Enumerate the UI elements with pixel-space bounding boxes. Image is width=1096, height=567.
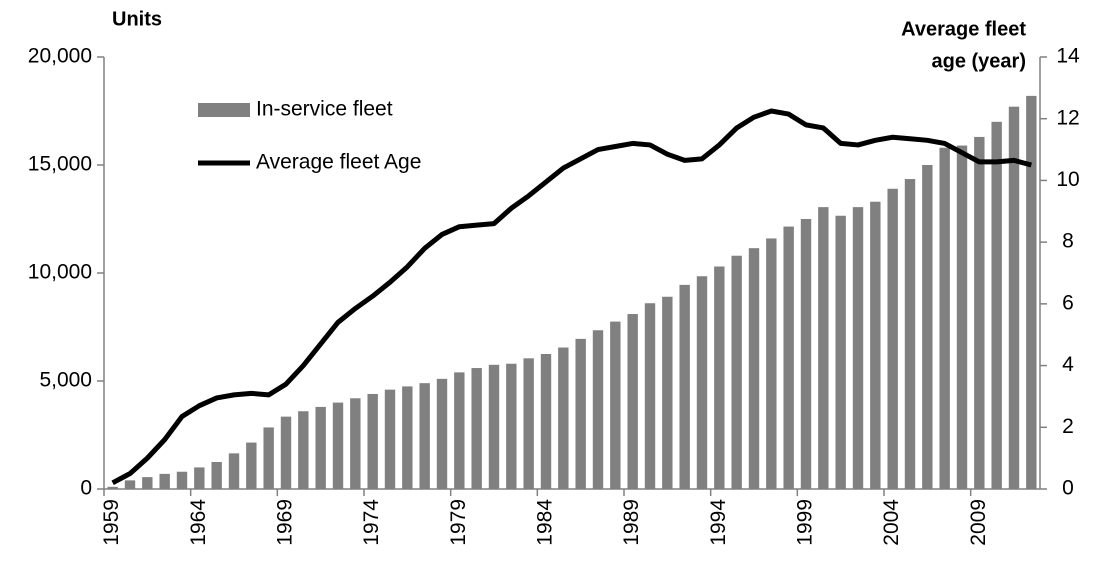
bar xyxy=(610,321,621,489)
bar xyxy=(107,486,118,489)
y-tick-label: 10,000 xyxy=(28,261,92,284)
bar xyxy=(454,372,465,489)
y2-tick-label: 4 xyxy=(1062,353,1074,376)
bar xyxy=(575,338,586,489)
y-tick-label: 0 xyxy=(80,477,92,500)
x-tick-label: 1984 xyxy=(534,499,557,546)
bar xyxy=(662,296,673,489)
x-tick-label: 1974 xyxy=(360,499,383,546)
y2-tick-label: 14 xyxy=(1056,45,1080,68)
bar xyxy=(696,276,708,489)
bar xyxy=(1008,106,1020,490)
bar xyxy=(644,303,656,489)
bar xyxy=(332,402,344,489)
bar xyxy=(956,145,968,489)
x-tick-label: 1964 xyxy=(187,499,210,546)
legend-label: In-service fleet xyxy=(256,98,393,121)
bar xyxy=(315,406,326,489)
bar xyxy=(506,363,517,489)
x-tick-label: 1999 xyxy=(794,499,817,546)
y2-tick-label: 0 xyxy=(1062,477,1074,500)
bar xyxy=(974,136,985,490)
y2-tick-label: 6 xyxy=(1062,291,1074,314)
x-tick-label: 1994 xyxy=(707,499,730,546)
bar xyxy=(627,314,638,489)
y2-tick-label: 8 xyxy=(1062,230,1074,253)
bar xyxy=(922,165,933,489)
x-tick-label: 1959 xyxy=(100,499,123,546)
bar xyxy=(766,238,777,489)
bar xyxy=(176,471,188,489)
bar xyxy=(419,383,430,489)
x-tick-label: 2004 xyxy=(880,499,903,546)
bar xyxy=(1026,95,1037,489)
x-tick-label: 1969 xyxy=(274,499,297,546)
x-tick-label: 1989 xyxy=(620,499,643,546)
y-tick-label: 20,000 xyxy=(28,45,92,68)
bar xyxy=(471,368,482,489)
y2-tick-label: 12 xyxy=(1056,106,1079,129)
bar xyxy=(818,207,829,489)
line xyxy=(111,108,1032,486)
bar xyxy=(887,188,898,489)
y2-axis-title: age (year) xyxy=(932,50,1027,72)
bar xyxy=(194,467,205,489)
bar xyxy=(852,207,864,489)
y-axis-title: Units xyxy=(112,8,162,30)
bar xyxy=(558,347,569,489)
bar xyxy=(298,411,309,489)
bar xyxy=(246,442,257,489)
bar xyxy=(714,266,725,489)
legend-label: Average fleet Age xyxy=(256,151,421,174)
y2-tick-label: 2 xyxy=(1062,415,1074,438)
bar xyxy=(783,226,794,489)
x-tick-label: 1979 xyxy=(447,499,470,546)
bar xyxy=(211,462,222,489)
legend-swatch xyxy=(198,103,250,117)
bar xyxy=(159,473,170,489)
bar xyxy=(679,284,690,489)
bar xyxy=(142,477,153,489)
bar xyxy=(263,427,274,489)
bar xyxy=(350,398,361,489)
y-tick-label: 5,000 xyxy=(39,369,92,392)
bar xyxy=(748,248,760,489)
bar xyxy=(592,330,604,489)
y2-tick-label: 10 xyxy=(1056,168,1079,191)
bar xyxy=(991,121,1002,490)
bar xyxy=(540,354,552,489)
y-tick-label: 15,000 xyxy=(28,153,92,176)
x-tick-label: 2009 xyxy=(967,499,990,546)
bar xyxy=(228,453,240,489)
bar xyxy=(367,393,378,489)
bar xyxy=(124,480,136,489)
bar xyxy=(904,179,916,490)
y2-axis-title: Average fleet xyxy=(901,18,1026,40)
bar xyxy=(436,378,448,489)
bar xyxy=(523,358,534,489)
bar xyxy=(835,215,846,489)
bar xyxy=(402,386,413,489)
bar xyxy=(488,364,500,489)
bar xyxy=(280,416,292,489)
bar xyxy=(384,389,396,489)
bar xyxy=(870,201,881,489)
bar xyxy=(800,219,812,489)
bar xyxy=(731,255,742,489)
bar xyxy=(939,147,950,489)
